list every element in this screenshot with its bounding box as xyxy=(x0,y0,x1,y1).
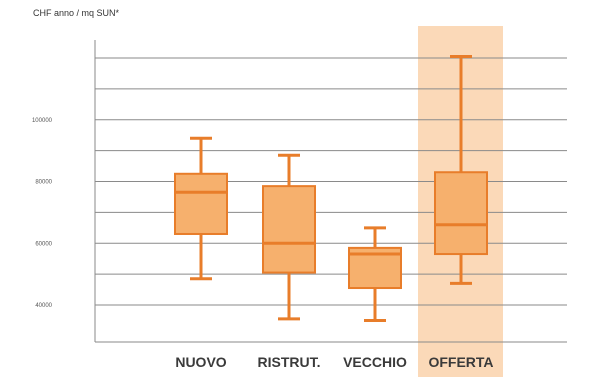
iqr-box xyxy=(434,171,488,256)
box-offerta xyxy=(434,54,488,285)
box-vecchio xyxy=(348,226,402,322)
category-label: NUOVO xyxy=(175,354,226,370)
category-labels: NUOVO RISTRUT. VECCHIO OFFERTA xyxy=(175,354,493,370)
box-ristrut xyxy=(262,153,316,321)
y-tick-label: 60000 xyxy=(35,241,52,247)
iqr-box xyxy=(174,172,228,235)
y-tick-label: 40000 xyxy=(35,303,52,309)
boxes xyxy=(174,54,488,322)
y-tick-label: 80000 xyxy=(35,180,52,186)
box-nuovo xyxy=(174,136,228,281)
category-label: OFFERTA xyxy=(428,354,493,370)
gridlines xyxy=(95,57,567,343)
category-label: RISTRUT. xyxy=(258,354,321,370)
iqr-box xyxy=(262,185,316,274)
y-tick-label: 100000 xyxy=(32,118,53,124)
y-axis-label: CHF anno / mq SUN* xyxy=(33,8,120,18)
category-label: VECCHIO xyxy=(343,354,407,370)
y-tick-labels: 40000 60000 80000 100000 xyxy=(32,118,53,309)
